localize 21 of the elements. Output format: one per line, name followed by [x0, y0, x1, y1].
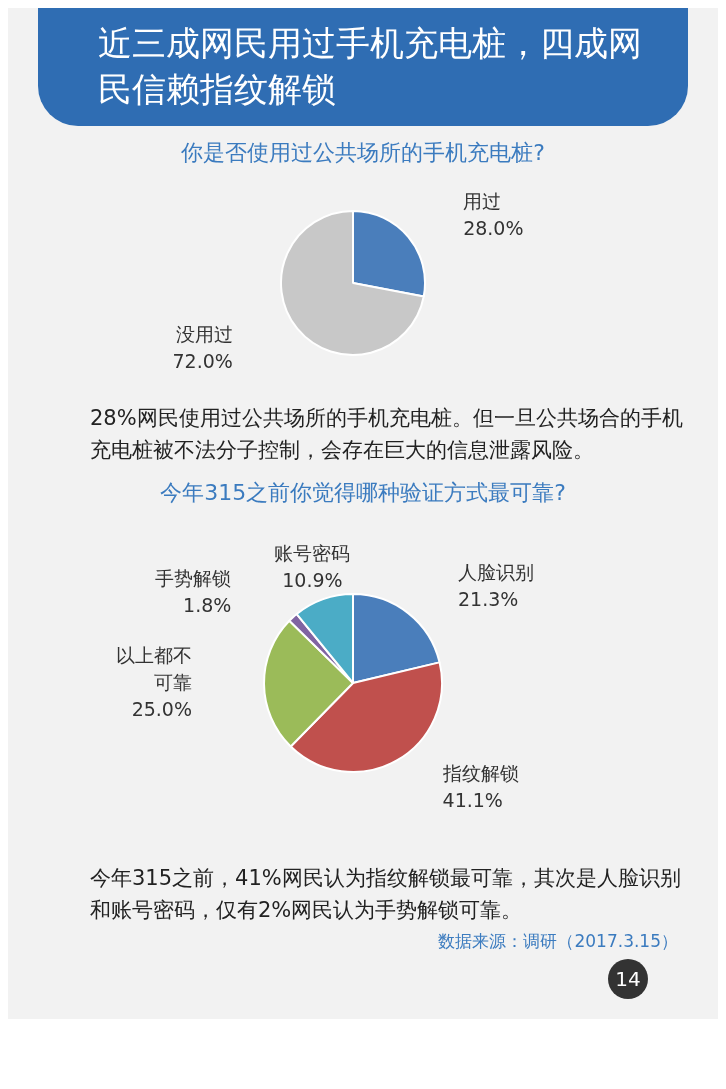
slice-label: 手势解锁: [155, 567, 232, 590]
data-label: 72.0%: [172, 349, 233, 372]
chart-title: 近三成网民用过手机充电桩，四成网民信赖指纹解锁: [38, 8, 688, 126]
data-label: 28.0%: [463, 217, 524, 240]
data-label: 1.8%: [183, 594, 232, 617]
slice-label: 指纹解锁: [441, 761, 519, 784]
data-label: 21.3%: [458, 588, 519, 611]
data-label: 41.1%: [442, 788, 503, 811]
text: 今年315之前，41%网民认为指纹解锁最可靠，其次是人脸识别和账号密码，仅有2%网民认为手势解锁可靠。: [90, 865, 682, 924]
slice-label: 人脸识别: [458, 561, 534, 584]
slice-label: 账号密码: [274, 542, 351, 565]
slice-label: 没用过: [175, 322, 233, 345]
slice-label: 用过: [463, 190, 502, 213]
chart-subtitle: 你是否使用过公共场所的手机充电桩?: [180, 139, 546, 167]
data-label: 25.0%: [131, 698, 193, 721]
chart-title: 今年315之前你觉得哪种验证方式最可靠?: [159, 479, 567, 507]
slice-label: 以上都不可靠: [116, 644, 193, 694]
text: 28%网民使用过公共场所的手机充电桩。但一旦公共场合的手机充电桩被不法分子控制，会存在巨大的信息泄露风险。: [90, 405, 684, 464]
text: 14: [608, 959, 648, 999]
data-label: 10.9%: [282, 569, 343, 592]
source-note: 数据来源：调研（2017.3.15）: [437, 930, 678, 953]
